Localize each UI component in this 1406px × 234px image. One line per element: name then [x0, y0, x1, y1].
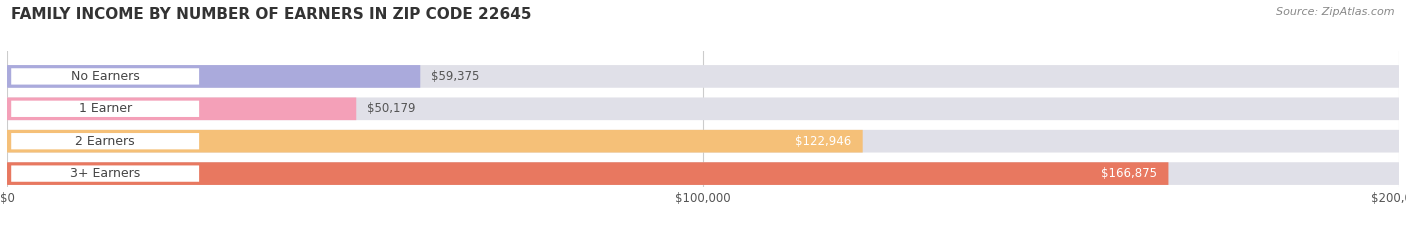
Text: $50,179: $50,179	[367, 102, 416, 115]
FancyBboxPatch shape	[11, 101, 200, 117]
FancyBboxPatch shape	[7, 162, 1399, 185]
Text: $166,875: $166,875	[1101, 167, 1157, 180]
FancyBboxPatch shape	[11, 68, 200, 84]
FancyBboxPatch shape	[7, 98, 356, 120]
Text: 1 Earner: 1 Earner	[79, 102, 132, 115]
Text: FAMILY INCOME BY NUMBER OF EARNERS IN ZIP CODE 22645: FAMILY INCOME BY NUMBER OF EARNERS IN ZI…	[11, 7, 531, 22]
Text: 2 Earners: 2 Earners	[76, 135, 135, 148]
FancyBboxPatch shape	[7, 98, 1399, 120]
Text: 3+ Earners: 3+ Earners	[70, 167, 141, 180]
Text: $122,946: $122,946	[796, 135, 852, 148]
FancyBboxPatch shape	[7, 65, 1399, 88]
FancyBboxPatch shape	[7, 162, 1168, 185]
FancyBboxPatch shape	[7, 130, 1399, 153]
FancyBboxPatch shape	[11, 165, 200, 182]
FancyBboxPatch shape	[11, 133, 200, 149]
Text: $59,375: $59,375	[432, 70, 479, 83]
FancyBboxPatch shape	[7, 65, 420, 88]
FancyBboxPatch shape	[7, 130, 863, 153]
Text: No Earners: No Earners	[70, 70, 139, 83]
Text: Source: ZipAtlas.com: Source: ZipAtlas.com	[1277, 7, 1395, 17]
